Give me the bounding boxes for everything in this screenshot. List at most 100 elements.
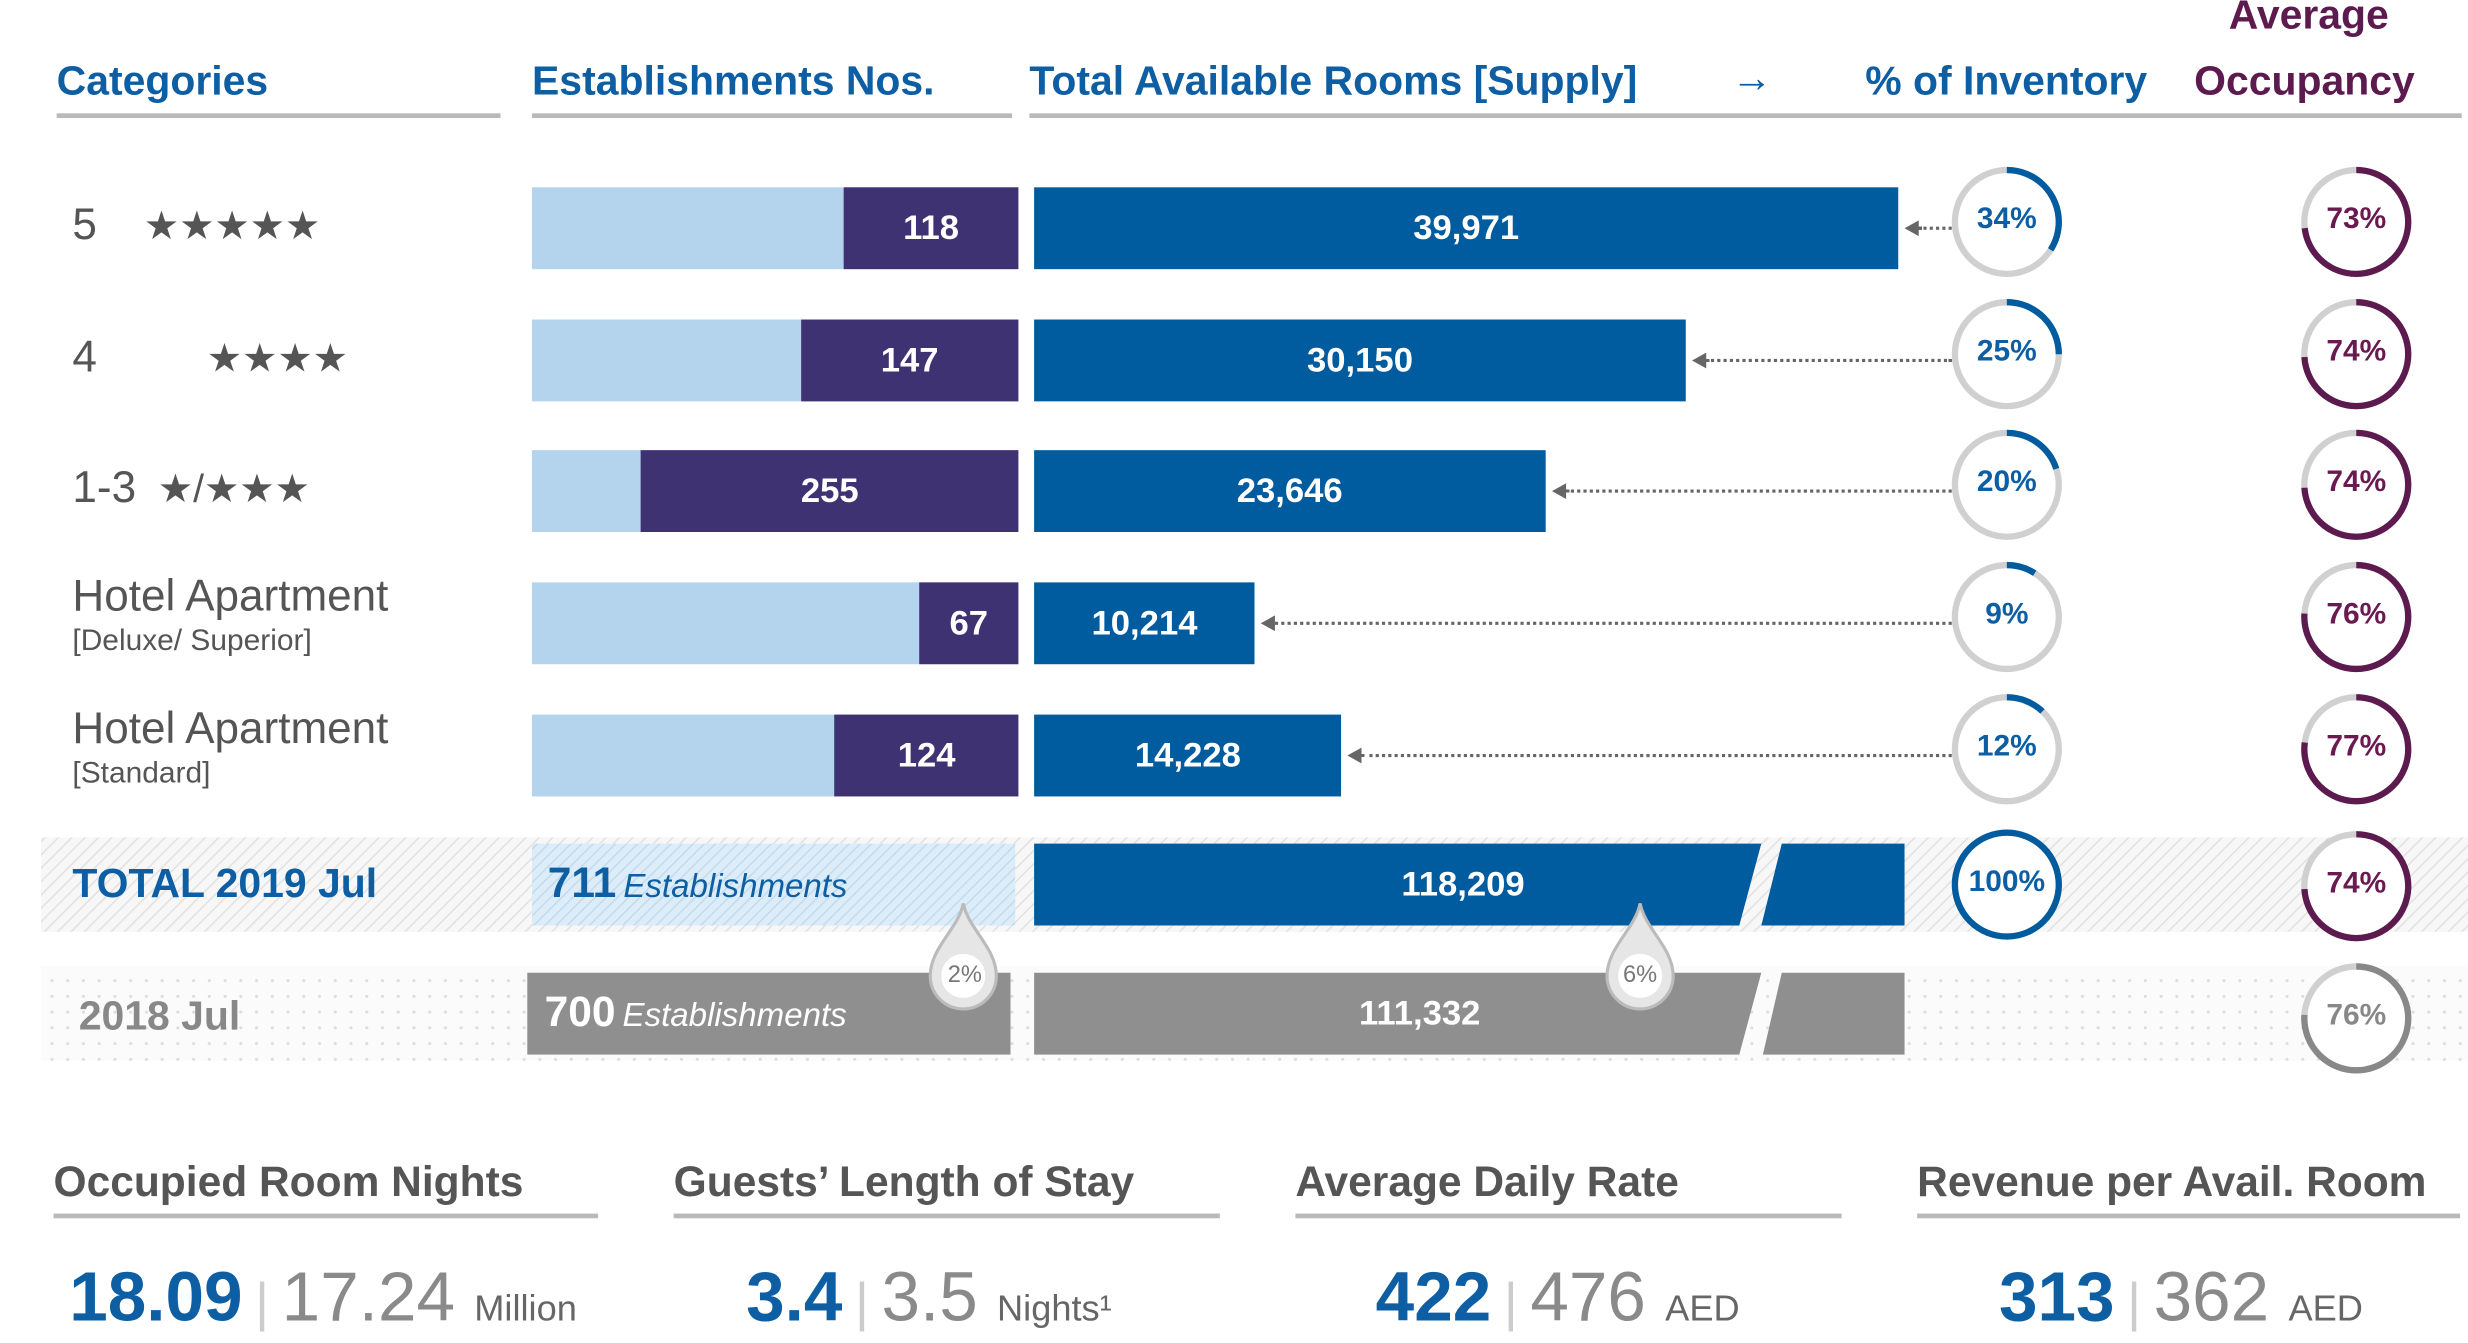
ring-arc — [2301, 166, 2412, 278]
occupancy-ring — [2301, 166, 2412, 278]
rooms-2019-label: 118,209 — [1401, 864, 1525, 904]
category-name: 4 — [72, 332, 97, 381]
kpi-title: Revenue per Avail. Room — [1917, 1158, 2427, 1206]
star-icons: ★/★★★ — [157, 467, 310, 512]
occupancy-ring — [2301, 429, 2412, 540]
category-label: 1-3 ★/★★★ — [72, 463, 309, 513]
occupancy-ring — [2301, 561, 2412, 673]
rooms-value: 10,214 — [1091, 602, 1198, 643]
rooms-2018-label: 111,332 — [1359, 993, 1481, 1033]
occupancy-ring-label: 77% — [2326, 730, 2387, 764]
rooms-2018-bar-break — [1762, 972, 1905, 1055]
ring-arc — [2301, 831, 2412, 942]
establishments-bar — [641, 450, 1019, 533]
kpi-unit: AED — [1665, 1287, 1740, 1329]
inventory-ring-total-label: 100% — [1968, 865, 2046, 899]
total-rooms-bars — [1034, 843, 1905, 1055]
establishments-value: 147 — [880, 339, 939, 380]
establishments-value: 255 — [800, 470, 859, 510]
inventory-ring — [1951, 299, 2062, 410]
inventory-ring-label: 34% — [1976, 203, 2037, 237]
ring-arc — [1951, 829, 2062, 940]
rooms-bar — [1034, 450, 1546, 533]
occupancy-ring-label: 74% — [2326, 465, 2387, 499]
kpi-value: 18.09 | 17.24 Million — [69, 1259, 577, 1338]
growth-establishments-label: 2% — [947, 961, 982, 989]
inventory-ring-label: 20% — [1976, 465, 2037, 499]
occupancy-ring-2018-label: 76% — [2326, 999, 2387, 1033]
arrow-right-icon: → — [1731, 53, 1773, 101]
kpi-current: 18.09 — [69, 1259, 243, 1337]
rooms-value: 30,150 — [1307, 339, 1413, 380]
kpi-current: 313 — [1998, 1259, 2115, 1337]
occupancy-ring — [2301, 694, 2412, 805]
header-underline — [532, 113, 1013, 119]
kpi-separator: | — [854, 1273, 869, 1334]
establishments-count: 711 — [547, 859, 617, 907]
ring-arc — [2301, 963, 2412, 1074]
dotted-connector — [1706, 358, 1952, 363]
arrow-left-icon — [1261, 615, 1276, 632]
ring-arc — [1951, 429, 2062, 540]
dotted-connector — [1275, 621, 1952, 625]
ring-arc — [1951, 694, 2062, 805]
arrow-left-icon — [1692, 352, 1707, 369]
rooms-2019-bar-break — [1761, 843, 1905, 926]
header-inventory: % of Inventory — [1865, 56, 2148, 104]
kpi-value: 3.4 | 3.5 Nights¹ — [746, 1259, 1112, 1338]
ring-arc — [2301, 299, 2412, 410]
growth-rooms-label: 6% — [1623, 961, 1658, 989]
establishments-unit: Establishments — [622, 997, 847, 1035]
dotted-connector — [1918, 226, 1952, 230]
ring-arc — [2301, 429, 2412, 540]
kpi-current: 3.4 — [746, 1259, 843, 1337]
category-name: Hotel Apartment — [72, 703, 389, 753]
establishments-value: 67 — [949, 602, 989, 643]
kpi-unit: Nights¹ — [997, 1287, 1112, 1329]
inventory-ring-label: 12% — [1976, 730, 2037, 764]
arrow-left-icon — [1347, 747, 1363, 764]
header-establishments: Establishments Nos. — [532, 56, 935, 104]
category-label: 5 ★★★★★ — [72, 200, 320, 250]
kpi-previous: 3.5 — [881, 1259, 978, 1337]
header-rooms: Total Available Rooms [Supply] — [1029, 56, 1638, 104]
kpi-separator: | — [2127, 1273, 2142, 1334]
kpi-underline — [1917, 1213, 2461, 1219]
occupancy-ring — [2301, 299, 2412, 410]
dotted-connector — [1362, 753, 1952, 758]
growth-rooms-drop — [1605, 903, 1675, 1011]
kpi-value: 313 | 362 AED — [1999, 1259, 2363, 1338]
ring-arc — [1951, 166, 2062, 278]
occupancy-ring-2018 — [2301, 963, 2412, 1074]
establishments-count: 700 — [544, 988, 616, 1036]
dotted-connector — [1565, 489, 1952, 493]
rooms-value: 14,228 — [1134, 735, 1241, 775]
header-occupancy-line2: Occupancy — [2194, 56, 2415, 104]
occupancy-ring-label: 74% — [2326, 335, 2387, 369]
establishments-bar — [834, 714, 1019, 797]
header-underline — [1029, 113, 2462, 119]
establishments-bar — [800, 319, 1019, 402]
establishments-value: 118 — [903, 207, 960, 248]
rooms-bar — [1034, 319, 1686, 402]
kpi-previous: 362 — [2153, 1259, 2270, 1337]
establishments-2018-bar — [527, 972, 1011, 1055]
establishments-bar — [919, 582, 1019, 665]
rooms-2018-bar — [1034, 972, 1762, 1055]
kpi-current: 422 — [1375, 1259, 1492, 1337]
category-subtitle: [Standard] — [72, 757, 211, 791]
occupancy-ring-total-label: 74% — [2326, 867, 2387, 901]
establishments-bar — [843, 187, 1019, 270]
establishments-value: 124 — [897, 735, 956, 775]
arrow-left-icon — [1551, 483, 1566, 499]
inventory-ring — [1951, 429, 2062, 540]
ring-arc — [1951, 299, 2062, 410]
inventory-ring-label: 25% — [1976, 335, 2037, 369]
header-underline — [56, 113, 501, 119]
kpi-separator: | — [255, 1273, 270, 1334]
kpi-unit: AED — [2288, 1287, 2363, 1329]
establishments-2019-bar — [532, 843, 1016, 926]
category-label: 4 ★★★★ — [72, 332, 347, 382]
category-label: Hotel Apartment [Standard] — [72, 704, 388, 792]
